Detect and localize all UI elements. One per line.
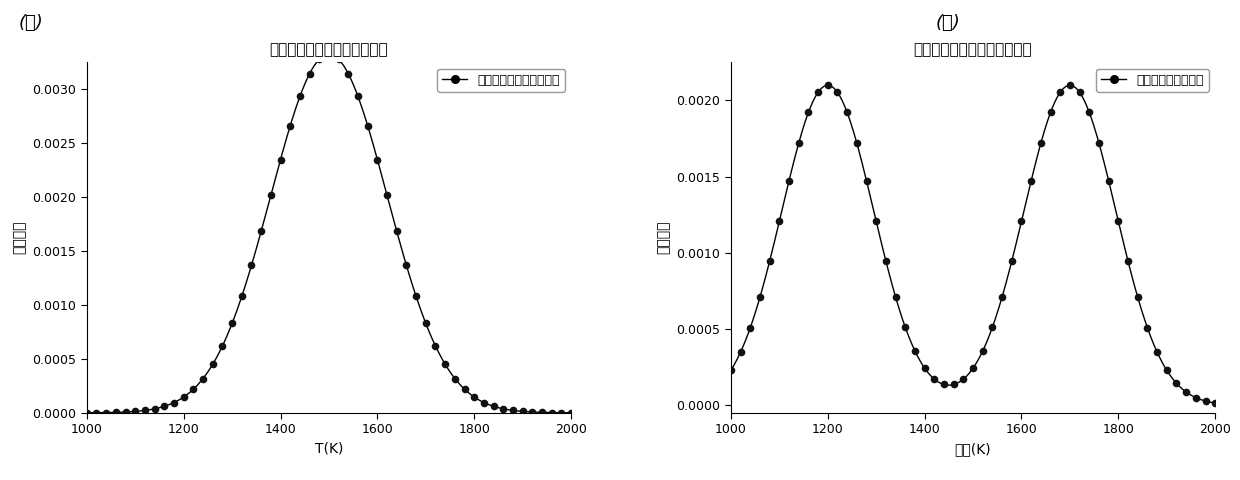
X-axis label: T(K): T(K) [315, 442, 343, 456]
X-axis label: 温度(K): 温度(K) [955, 442, 991, 456]
Text: (ａ): (ａ) [19, 14, 43, 33]
Legend: 给定的温度概率密度分布: 给定的温度概率密度分布 [438, 69, 565, 92]
Y-axis label: 概率密度: 概率密度 [657, 221, 671, 254]
Text: (ｂ): (ｂ) [936, 14, 961, 33]
Y-axis label: 概率密度: 概率密度 [12, 221, 27, 254]
Title: 给定的双峰温度概率密度分布: 给定的双峰温度概率密度分布 [914, 42, 1033, 57]
Legend: 给定的概率密度分布: 给定的概率密度分布 [1096, 69, 1209, 92]
Title: 给定的单峰温度概率密度分布: 给定的单峰温度概率密度分布 [269, 42, 388, 57]
